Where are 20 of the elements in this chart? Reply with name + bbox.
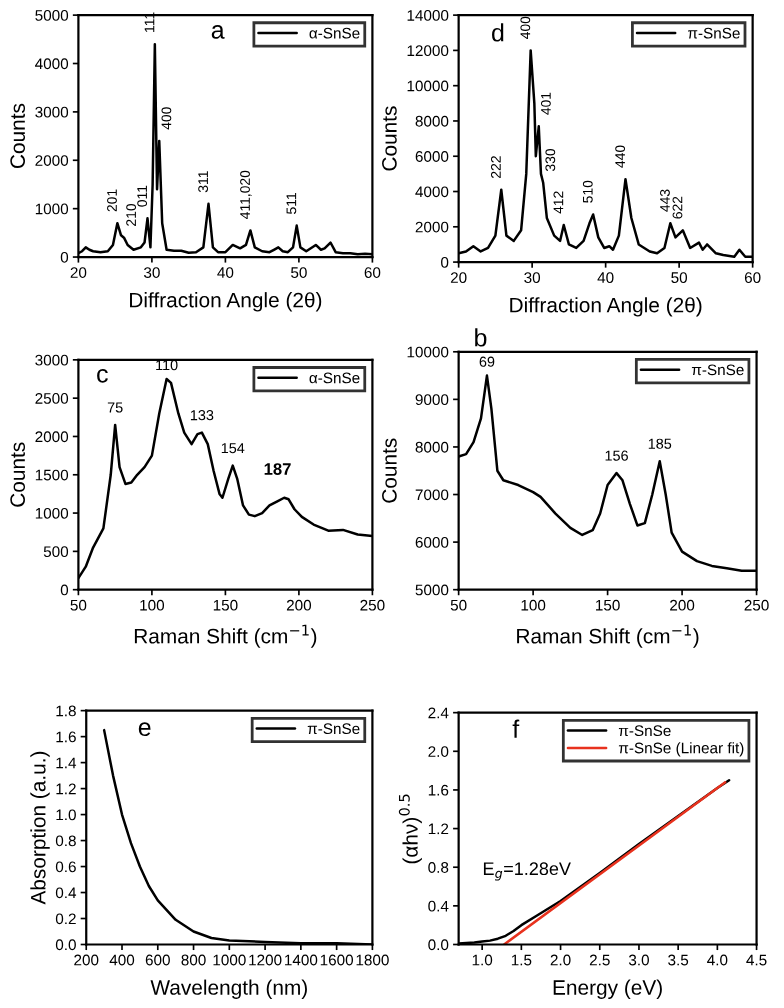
chart-title: f bbox=[512, 719, 520, 738]
x-axis-title: Wavelength (nm) bbox=[150, 979, 307, 999]
x-axis-title: Raman Shift (cm$^{−1}$) bbox=[517, 624, 699, 648]
x-axis-title: Diffraction Angle (2θ) bbox=[130, 292, 322, 312]
chart-title: d bbox=[492, 23, 504, 42]
chart-title: c bbox=[97, 368, 108, 383]
y-axis-title: Counts bbox=[10, 442, 26, 507]
annotation: 187 bbox=[264, 463, 291, 475]
y-axis-title: Absorption (a.u.) bbox=[30, 751, 50, 905]
x-axis-title: Raman Shift (cm$^{−1}$) bbox=[134, 624, 317, 648]
chart-title: e bbox=[138, 722, 151, 737]
y-axis-title: Counts bbox=[382, 106, 397, 171]
annotation: E$_{g}$=1.28eV bbox=[483, 862, 571, 881]
chart-title: a bbox=[211, 25, 225, 39]
y-axis-title: Counts bbox=[382, 438, 397, 503]
y-axis-title: Counts bbox=[10, 103, 26, 169]
x-axis-title: Energy (eV) bbox=[553, 979, 662, 999]
x-axis-title: Diffraction Angle (2θ) bbox=[510, 297, 702, 317]
chart-title: b bbox=[475, 328, 487, 347]
y-axis-title: (αhν)$^{0.5}$ bbox=[398, 794, 422, 864]
